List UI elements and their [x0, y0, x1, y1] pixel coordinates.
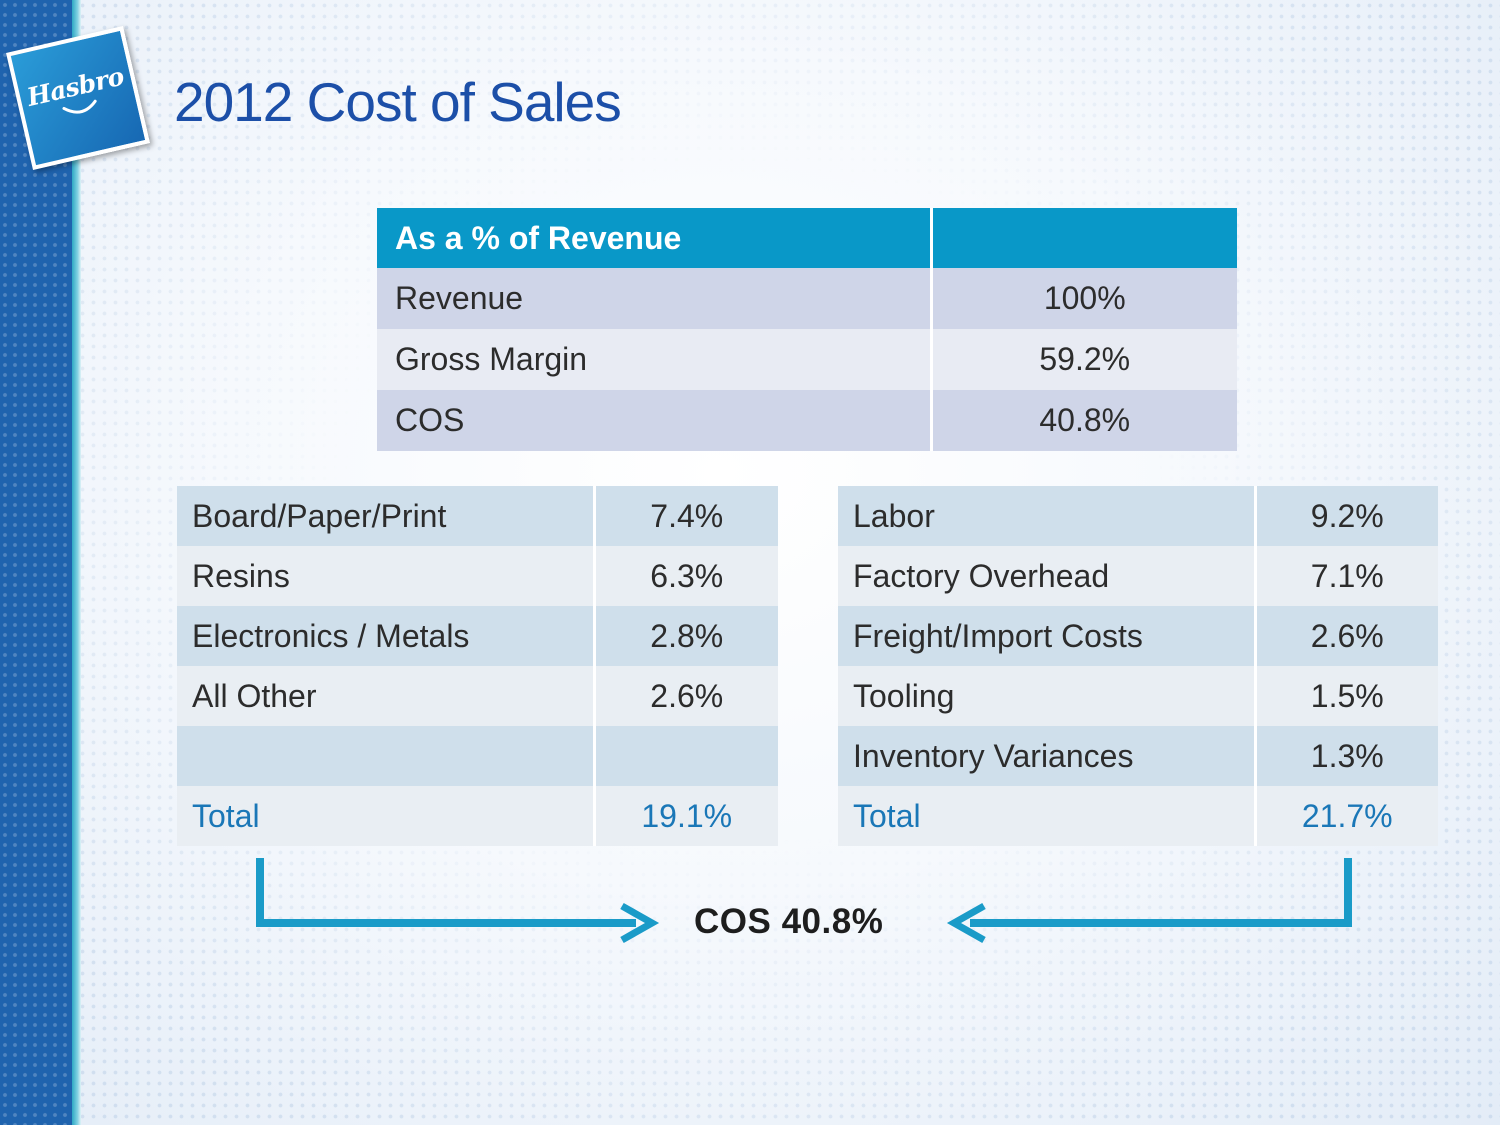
- row-label: COS: [377, 390, 931, 451]
- cos-result-label: COS 40.8%: [694, 902, 884, 941]
- row-value: 2.6%: [1253, 606, 1438, 666]
- row-label: All Other: [177, 666, 594, 726]
- logo-smile-icon: [62, 99, 97, 114]
- row-label: Board/Paper/Print: [177, 486, 594, 546]
- table-header-row: As a % of Revenue: [377, 208, 1237, 268]
- right-arrowhead-icon: [946, 902, 986, 944]
- row-value: 7.1%: [1253, 546, 1438, 606]
- table-row: Factory Overhead 7.1%: [838, 546, 1438, 606]
- row-label: Electronics / Metals: [177, 606, 594, 666]
- row-value: 2.6%: [592, 666, 778, 726]
- table-row: Resins 6.3%: [177, 546, 778, 606]
- total-label: Total: [838, 786, 1255, 846]
- table-row: Labor 9.2%: [838, 486, 1438, 546]
- table-row: COS 40.8%: [377, 390, 1237, 451]
- table-row: Gross Margin 59.2%: [377, 329, 1237, 390]
- table-row: [177, 726, 778, 786]
- total-value: 19.1%: [592, 786, 778, 846]
- row-label: Freight/Import Costs: [838, 606, 1255, 666]
- table-row: Board/Paper/Print 7.4%: [177, 486, 778, 546]
- revenue-summary-table: As a % of Revenue Revenue 100% Gross Mar…: [377, 208, 1237, 451]
- row-label: Gross Margin: [377, 329, 931, 390]
- row-value: 6.3%: [592, 546, 778, 606]
- row-value: 1.5%: [1253, 666, 1438, 726]
- row-label: [177, 726, 594, 786]
- row-label: Factory Overhead: [838, 546, 1255, 606]
- table-row: Revenue 100%: [377, 268, 1237, 329]
- left-sidebar-band: [0, 0, 72, 1125]
- total-label: Total: [177, 786, 594, 846]
- table-row: Freight/Import Costs 2.6%: [838, 606, 1438, 666]
- table-row: All Other 2.6%: [177, 666, 778, 726]
- row-label: Labor: [838, 486, 1255, 546]
- row-value: 59.2%: [929, 329, 1237, 390]
- left-arrowhead-icon: [620, 902, 660, 944]
- row-value: 100%: [929, 268, 1237, 329]
- sidebar-accent-stripe: [72, 0, 81, 1125]
- row-value: 40.8%: [929, 390, 1237, 451]
- row-label: Inventory Variances: [838, 726, 1255, 786]
- table-row: Tooling 1.5%: [838, 666, 1438, 726]
- row-value: 1.3%: [1253, 726, 1438, 786]
- row-label: Revenue: [377, 268, 931, 329]
- total-value: 21.7%: [1253, 786, 1438, 846]
- row-value: 7.4%: [592, 486, 778, 546]
- table-row: Inventory Variances 1.3%: [838, 726, 1438, 786]
- header-value-cell: [929, 208, 1237, 268]
- materials-cost-table: Board/Paper/Print 7.4% Resins 6.3% Elect…: [177, 486, 778, 846]
- row-label: Resins: [177, 546, 594, 606]
- row-value: [592, 726, 778, 786]
- row-label: Tooling: [838, 666, 1255, 726]
- header-label: As a % of Revenue: [377, 208, 931, 268]
- row-value: 2.8%: [592, 606, 778, 666]
- left-arrow: [256, 858, 636, 927]
- row-value: 9.2%: [1253, 486, 1438, 546]
- hasbro-logo: Hasbro: [6, 26, 150, 170]
- page-title: 2012 Cost of Sales: [174, 71, 622, 133]
- right-arrow: [970, 858, 1352, 927]
- total-row: Total 21.7%: [838, 786, 1438, 846]
- total-row: Total 19.1%: [177, 786, 778, 846]
- other-costs-table: Labor 9.2% Factory Overhead 7.1% Freight…: [838, 486, 1438, 846]
- table-row: Electronics / Metals 2.8%: [177, 606, 778, 666]
